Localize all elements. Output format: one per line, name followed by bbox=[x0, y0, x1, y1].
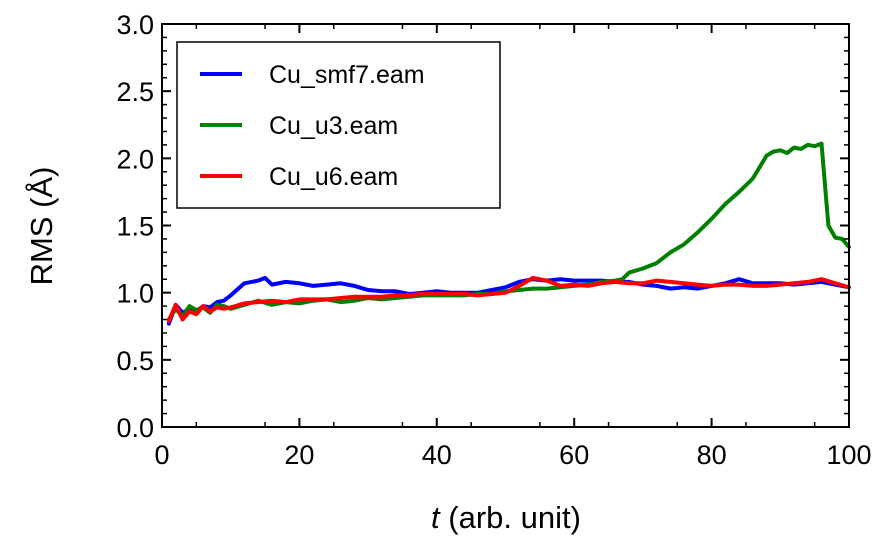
x-tick-label: 0 bbox=[154, 440, 169, 470]
x-axis-label: t (arb. unit) bbox=[431, 500, 581, 535]
legend-label: Cu_u3.eam bbox=[269, 112, 398, 140]
y-tick-label: 2.5 bbox=[116, 77, 154, 107]
x-tick-label: 100 bbox=[826, 440, 871, 470]
y-tick-label: 3.0 bbox=[116, 10, 154, 40]
x-tick-label: 40 bbox=[422, 440, 452, 470]
y-tick-label: 1.5 bbox=[116, 212, 154, 242]
y-tick-label: 1.0 bbox=[116, 279, 154, 309]
legend-label: Cu_smf7.eam bbox=[269, 61, 425, 89]
x-tick-label: 80 bbox=[697, 440, 727, 470]
y-tick-label: 0.5 bbox=[116, 346, 154, 376]
y-axis-label: RMS (Å) bbox=[24, 167, 59, 286]
x-axis-label-variable: t bbox=[431, 500, 441, 535]
series-line-cu-u6-eam bbox=[166, 275, 851, 323]
legend-label: Cu_u6.eam bbox=[269, 163, 398, 191]
y-tick-label: 0.0 bbox=[116, 413, 154, 443]
x-axis-label-unit: (arb. unit) bbox=[440, 500, 581, 535]
ticks-layer: 0 20 40 60 80 100 0.0 0.5 1.0 1.5 2.0 2.5 3.0 bbox=[116, 10, 871, 470]
series-layer bbox=[166, 141, 851, 326]
legend: Cu_smf7.eam Cu_u3.eam Cu_u6.eam bbox=[176, 41, 501, 209]
x-tick-label: 20 bbox=[284, 440, 314, 470]
y-tick-label: 2.0 bbox=[116, 144, 154, 174]
x-tick-label: 60 bbox=[559, 440, 589, 470]
